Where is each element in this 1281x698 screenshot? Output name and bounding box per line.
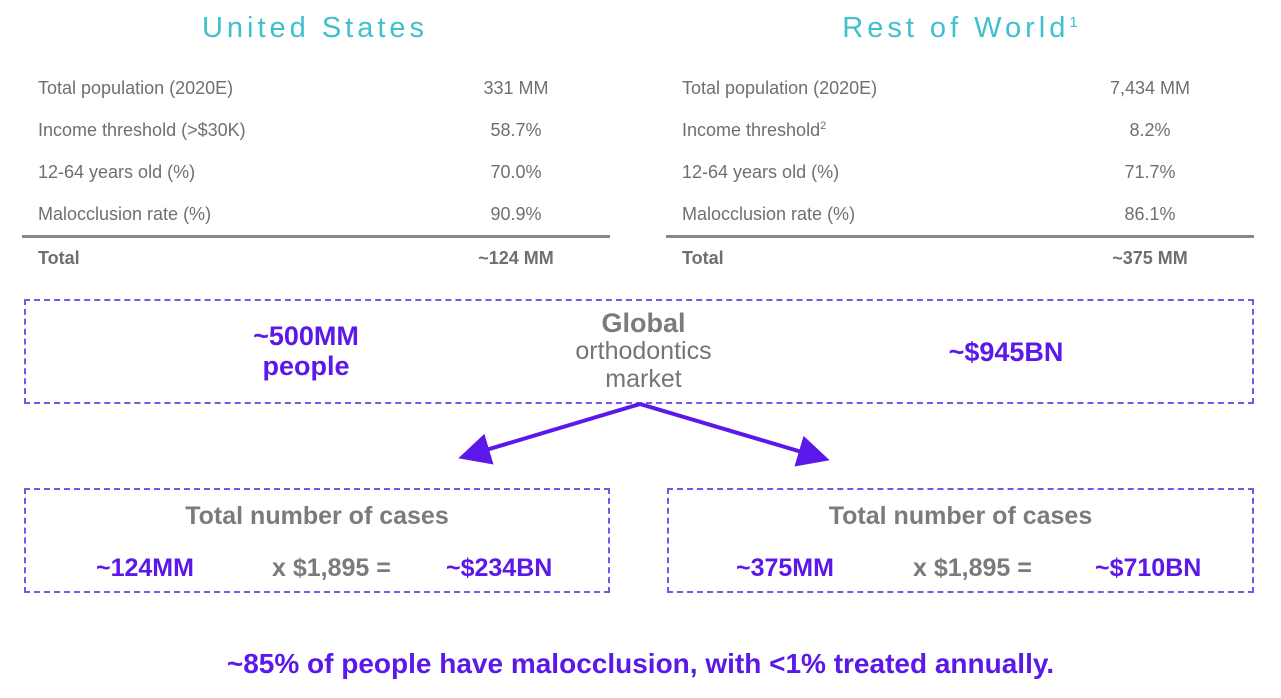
stat-value: 90.9% xyxy=(490,203,542,224)
cases-result: ~$234BN xyxy=(446,554,553,582)
total-label: Total xyxy=(22,235,422,278)
stat-label: Total population (2020E) xyxy=(38,77,234,98)
arrow-left-icon xyxy=(458,402,641,465)
table-row: Total population (2020E) 7,434 MM xyxy=(666,67,1254,109)
us-title: United States xyxy=(201,12,429,44)
global-market-value: ~$945BN xyxy=(948,337,1064,367)
stat-label: 12-64 years old (%) xyxy=(38,161,196,182)
stat-label: Malocclusion rate (%) xyxy=(682,203,856,224)
us-cases-box: Total number of cases ~124MM x $1,895 = … xyxy=(24,488,610,593)
global-people: ~500MM people xyxy=(253,321,359,381)
stat-value: 71.7% xyxy=(1124,161,1176,182)
stat-value: 86.1% xyxy=(1124,203,1176,224)
table-row: Total population (2020E) 331 MM xyxy=(22,67,610,109)
table-row: 12-64 years old (%) 71.7% xyxy=(666,151,1254,193)
stat-value: 331 MM xyxy=(483,77,549,98)
total-row: Total ~124 MM xyxy=(22,235,610,278)
cases-count: ~375MM xyxy=(736,554,834,582)
table-row: Malocclusion rate (%) 86.1% xyxy=(666,193,1254,237)
stat-label: 12-64 years old (%) xyxy=(682,161,840,182)
stat-label: Income threshold2 xyxy=(682,119,827,140)
total-value: ~124 MM xyxy=(422,235,610,278)
cases-multiplier: x $1,895 = xyxy=(272,554,391,582)
row-title: Rest of World1 xyxy=(842,12,1078,44)
row-stats-table: Total population (2020E) 7,434 MM Income… xyxy=(666,67,1254,278)
table-row: Income threshold (>$30K) 58.7% xyxy=(22,109,610,151)
table-row: Malocclusion rate (%) 90.9% xyxy=(22,193,610,237)
total-label: Total xyxy=(666,235,1046,278)
row-cases-box: Total number of cases ~375MM x $1,895 = … xyxy=(667,488,1254,593)
cases-title: Total number of cases xyxy=(828,502,1093,530)
cases-result: ~$710BN xyxy=(1095,554,1202,582)
stat-value: 58.7% xyxy=(490,119,542,140)
us-stats-table: Total population (2020E) 331 MM Income t… xyxy=(22,67,610,278)
table-row: Income threshold2 8.2% xyxy=(666,109,1254,151)
stat-value: 8.2% xyxy=(1129,119,1171,140)
cases-title: Total number of cases xyxy=(185,502,449,530)
total-value: ~375 MM xyxy=(1046,235,1254,278)
cases-count: ~124MM xyxy=(96,554,194,582)
table-row: 12-64 years old (%) 70.0% xyxy=(22,151,610,193)
stat-value: 70.0% xyxy=(490,161,542,182)
global-market-label: Global orthodontics market xyxy=(575,308,712,393)
row-title-footnote: 1 xyxy=(1069,14,1078,31)
stat-label: Malocclusion rate (%) xyxy=(38,203,212,224)
stat-label: Income threshold (>$30K) xyxy=(38,119,246,140)
tagline: ~85% of people have malocclusion, with <… xyxy=(226,648,1055,679)
total-row: Total ~375 MM xyxy=(666,235,1254,278)
cases-multiplier: x $1,895 = xyxy=(913,554,1032,582)
stat-value: 7,434 MM xyxy=(1109,77,1191,98)
stat-label: Total population (2020E) xyxy=(682,77,878,98)
income-footnote: 2 xyxy=(820,119,827,132)
arrow-right-icon xyxy=(639,402,830,467)
